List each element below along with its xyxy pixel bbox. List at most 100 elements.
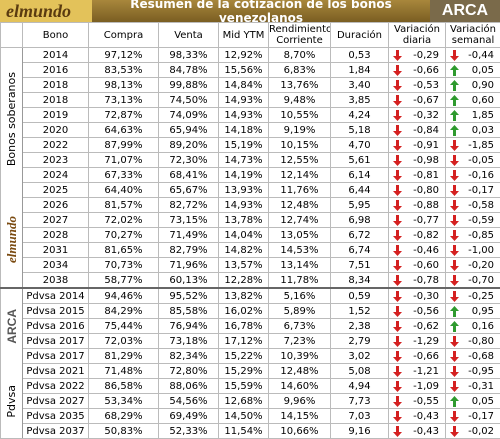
change-cell: -0,80 (446, 336, 500, 347)
arrow-up (450, 125, 459, 136)
column-header: Variación semanal (446, 23, 500, 48)
arrow-down (393, 245, 402, 256)
change-value: -0,60 (413, 260, 439, 271)
cell: -0,77 (389, 213, 446, 228)
change-value: -0,31 (468, 381, 494, 392)
cell: 5,18 (331, 123, 389, 138)
cell: 2027 (23, 213, 89, 228)
cell: 67,33% (89, 168, 159, 183)
arrow-down (450, 200, 459, 211)
cell: 71,48% (89, 364, 159, 379)
cell: 70,73% (89, 258, 159, 273)
cell: 8,34 (331, 273, 389, 289)
change-cell: 0,05 (446, 396, 500, 407)
cell: -0,29 (389, 48, 446, 63)
arrow-down (393, 396, 402, 407)
cell: 82,72% (159, 198, 219, 213)
cell: Pdvsa 2037 (23, 424, 89, 439)
cell: 0,90 (446, 78, 500, 93)
title: Resumen de la cotización de los bonos ve… (92, 0, 430, 25)
change-value: 0,90 (472, 80, 494, 91)
change-cell: -0,55 (389, 396, 445, 407)
arrow-down (393, 411, 402, 422)
cell: Pdvsa 2017 (23, 349, 89, 364)
cell: -0,81 (389, 168, 446, 183)
cell: 88,06% (159, 379, 219, 394)
cell: 72,87% (89, 108, 159, 123)
cell: Pdvsa 2035 (23, 409, 89, 424)
change-cell: -0,78 (389, 275, 445, 286)
change-cell: -0,58 (446, 200, 500, 211)
change-value: -0,98 (413, 155, 439, 166)
cell: 9,19% (269, 123, 331, 138)
change-cell: 0,90 (446, 80, 500, 91)
arrow-down (393, 80, 402, 91)
cell: -0,67 (389, 93, 446, 108)
change-cell: -0,77 (389, 215, 445, 226)
cell: -0,43 (389, 424, 446, 439)
group-label: Bonos soberanos (5, 72, 18, 166)
cell: -0,85 (446, 228, 500, 243)
cell: 13,78% (219, 213, 269, 228)
cell: 13,82% (219, 288, 269, 304)
cell: 2028 (23, 228, 89, 243)
cell: 8,70% (269, 48, 331, 63)
cell: 6,74 (331, 243, 389, 258)
arrow-down (450, 426, 459, 437)
arrow-down (450, 230, 459, 241)
cell: 14,60% (269, 379, 331, 394)
cell: 14,18% (219, 123, 269, 138)
change-value: -0,80 (468, 336, 494, 347)
change-cell: 0,16 (446, 321, 500, 332)
change-value: -0,81 (413, 170, 439, 181)
cell: 7,03 (331, 409, 389, 424)
side-logo: elmundo (4, 216, 20, 263)
cell: 15,19% (219, 138, 269, 153)
cell: 9,16 (331, 424, 389, 439)
cell: -0,32 (389, 108, 446, 123)
cell: 95,52% (159, 288, 219, 304)
cell: -1,09 (389, 379, 446, 394)
change-value: -0,95 (468, 366, 494, 377)
cell: 75,44% (89, 319, 159, 334)
cell: 87,99% (89, 138, 159, 153)
change-cell: -0,02 (446, 426, 500, 437)
cell: 5,95 (331, 198, 389, 213)
change-cell: -0,29 (389, 50, 445, 61)
cell: 14,93% (219, 198, 269, 213)
cell: 0,16 (446, 319, 500, 334)
arrow-down (450, 336, 459, 347)
change-value: -1,29 (413, 336, 439, 347)
change-cell: -1,29 (389, 336, 445, 347)
change-value: -1,85 (468, 140, 494, 151)
change-value: 0,95 (472, 306, 494, 317)
cell: 13,57% (219, 258, 269, 273)
arrow-down (450, 411, 459, 422)
change-cell: -0,62 (389, 321, 445, 332)
change-value: -0,78 (413, 275, 439, 286)
cell: Pdvsa 2016 (23, 319, 89, 334)
change-value: -0,32 (413, 110, 439, 121)
cell: -1,21 (389, 364, 446, 379)
cell: 2,79 (331, 334, 389, 349)
cell: -0,31 (446, 379, 500, 394)
cell: 12,92% (219, 48, 269, 63)
change-value: 0,05 (472, 396, 494, 407)
cell: -0,82 (389, 228, 446, 243)
arrow-down (450, 215, 459, 226)
cell: 2023 (23, 153, 89, 168)
arrow-up (450, 95, 459, 106)
cell: -0,66 (389, 63, 446, 78)
cell: 14,53% (269, 243, 331, 258)
change-value: -0,17 (468, 185, 494, 196)
change-cell: -0,16 (446, 170, 500, 181)
cell: 13,93% (219, 183, 269, 198)
column-header: Mid YTM (219, 23, 269, 48)
